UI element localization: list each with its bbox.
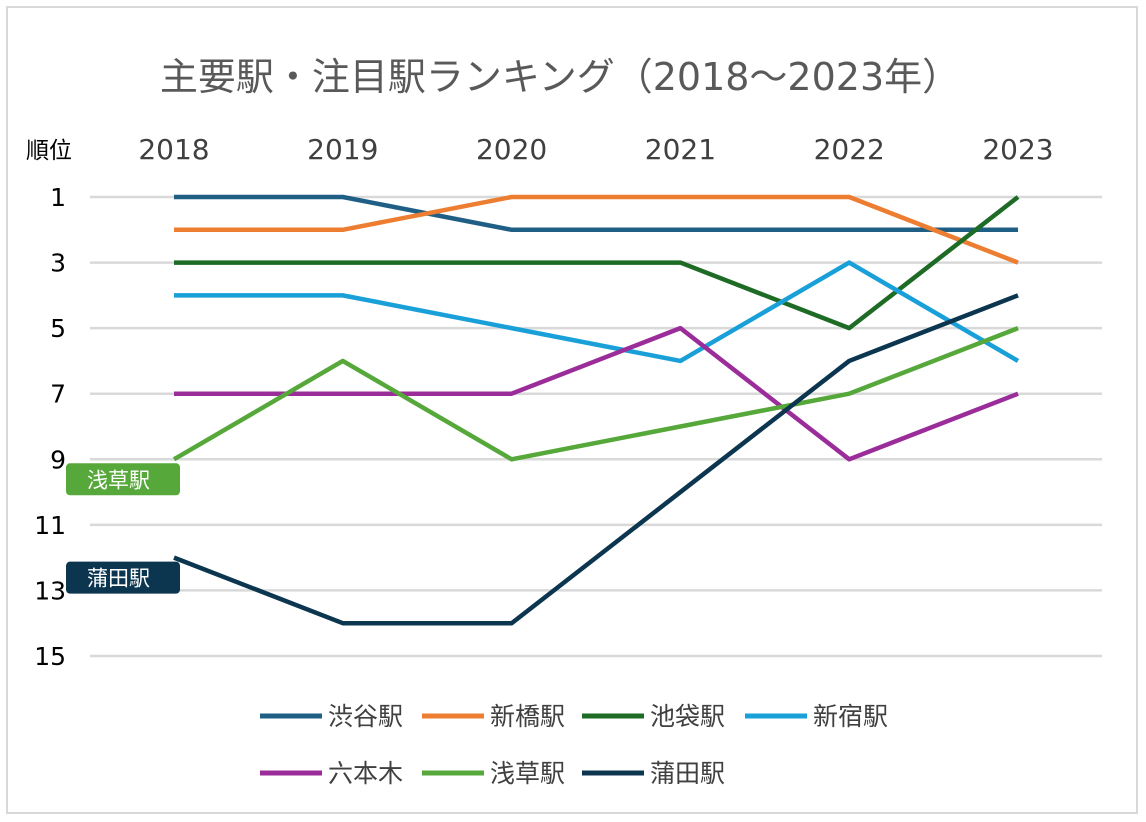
y-axis-label: 順位	[26, 138, 72, 164]
series-line-新宿駅	[174, 260, 1020, 364]
x-tick-label: 2020	[476, 133, 547, 166]
series-line-池袋駅	[174, 195, 1020, 331]
annotation-label: 蒲田駅	[87, 567, 150, 591]
legend-label: 池袋駅	[650, 702, 725, 731]
series-line-蒲田駅	[173, 293, 1019, 626]
legend-item: 新宿駅	[745, 702, 888, 731]
legend-label: 六本木	[328, 759, 403, 788]
series-line-新橋駅	[174, 194, 1019, 265]
legend-label: 新橋駅	[490, 702, 565, 731]
y-tick-label: 5	[50, 314, 66, 343]
series-line-六本木	[174, 325, 1019, 462]
y-tick-label: 13	[34, 576, 66, 605]
x-tick-labels: 2018 2019 2020 2021 2022 2023	[138, 133, 1053, 166]
y-tick-label: 9	[50, 445, 66, 474]
legend-item: 蒲田駅	[582, 759, 725, 788]
legend-item: 新橋駅	[422, 702, 565, 731]
annotation-label: 浅草駅	[87, 468, 150, 492]
x-tick-label: 2019	[307, 133, 378, 166]
legend-item: 浅草駅	[422, 759, 565, 788]
series-line-渋谷駅	[174, 194, 1018, 233]
y-tick-label: 15	[34, 642, 66, 671]
x-tick-label: 2021	[645, 133, 716, 166]
x-tick-label: 2018	[138, 133, 209, 166]
legend-label: 蒲田駅	[650, 759, 725, 788]
y-tick-label: 11	[34, 511, 66, 540]
chart-title: 主要駅・注目駅ランキング（2018～2023年）	[160, 55, 960, 99]
y-tick-label: 7	[50, 380, 66, 409]
legend-item: 池袋駅	[582, 702, 725, 731]
y-tick-label: 3	[50, 249, 66, 278]
series-line-浅草駅	[172, 326, 1019, 462]
annotation-badge	[66, 561, 180, 594]
legend-item: 六本木	[260, 759, 403, 788]
y-tick-label: 1	[50, 183, 66, 212]
legend-label: 新宿駅	[813, 702, 888, 731]
chart-frame	[6, 6, 1138, 814]
legend-item: 渋谷駅	[260, 702, 403, 731]
gridlines	[90, 195, 1102, 658]
legend-label: 浅草駅	[490, 759, 565, 788]
annotation-badge	[66, 463, 180, 496]
x-tick-label: 2023	[982, 133, 1053, 166]
x-tick-label: 2022	[814, 133, 885, 166]
legend-label: 渋谷駅	[328, 702, 403, 731]
series-lines	[172, 194, 1020, 626]
